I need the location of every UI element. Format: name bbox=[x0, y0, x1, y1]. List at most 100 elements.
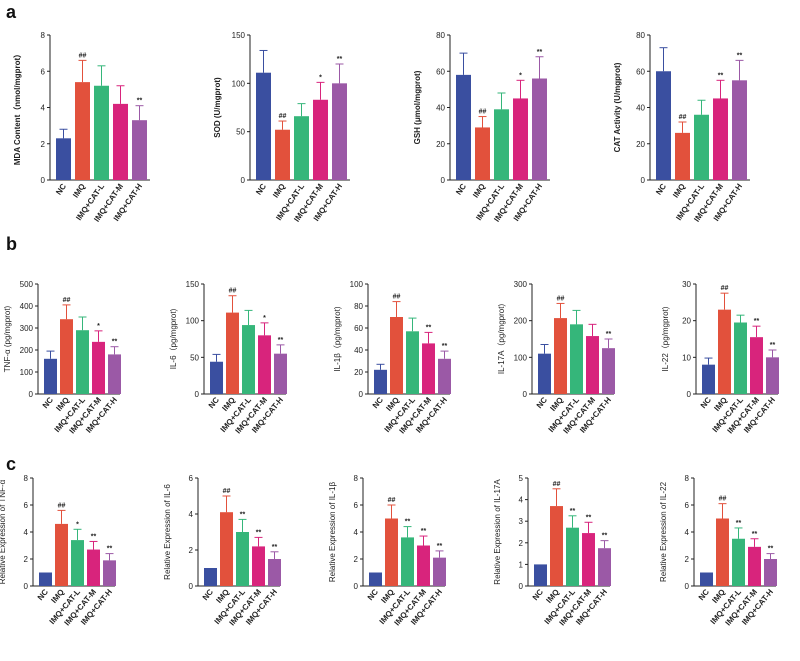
chart-8: 0102030IL-22（pg/mgprot)NC##IMQIMQ+CAT-L*… bbox=[661, 280, 779, 435]
y-axis-label: SOD (U/mgprot) bbox=[213, 77, 222, 138]
y-tick-label: 10 bbox=[682, 353, 691, 362]
category-label: IMQ bbox=[271, 182, 287, 200]
significance-label: ** bbox=[107, 546, 113, 553]
bar-IMQ bbox=[60, 319, 73, 394]
category-label: NC bbox=[371, 395, 385, 410]
bar-NC bbox=[44, 358, 57, 394]
y-tick-label: 2 bbox=[354, 555, 359, 564]
y-tick-label: 60 bbox=[636, 67, 645, 76]
bar-IMQ bbox=[550, 506, 563, 586]
significance-label: ## bbox=[553, 481, 561, 488]
significance-label: ** bbox=[718, 72, 724, 79]
bar-IMQ+CAT-L bbox=[94, 85, 109, 180]
significance-label: ## bbox=[58, 502, 66, 509]
y-axis-label: IL-6（pg/mgprot) bbox=[169, 308, 178, 369]
y-tick-label: 40 bbox=[636, 104, 645, 113]
y-tick-label: 80 bbox=[354, 302, 363, 311]
significance-label: ## bbox=[393, 294, 401, 301]
bar-IMQ+CAT-L bbox=[236, 532, 249, 586]
y-tick-label: 0 bbox=[519, 582, 524, 591]
significance-label: ## bbox=[719, 496, 727, 503]
y-tick-label: 3 bbox=[519, 517, 524, 526]
category-label: NC bbox=[201, 587, 215, 602]
y-tick-label: 4 bbox=[519, 496, 524, 505]
y-tick-label: 2 bbox=[189, 546, 194, 555]
bar-IMQ+CAT-M bbox=[748, 546, 761, 586]
y-tick-label: 2 bbox=[519, 539, 524, 548]
bar-IMQ+CAT-H bbox=[732, 80, 747, 180]
bar-IMQ bbox=[385, 518, 398, 586]
bar-IMQ+CAT-H bbox=[598, 548, 611, 586]
category-label: NC bbox=[41, 395, 55, 410]
y-tick-label: 0 bbox=[24, 582, 29, 591]
significance-label: ** bbox=[137, 98, 143, 105]
bar-IMQ+CAT-M bbox=[582, 533, 595, 586]
significance-label: ## bbox=[279, 113, 287, 120]
significance-label: ## bbox=[721, 285, 729, 292]
y-tick-label: 0 bbox=[523, 390, 528, 399]
y-tick-label: 0 bbox=[359, 390, 364, 399]
bar-IMQ bbox=[675, 132, 690, 180]
category-label: NC bbox=[697, 587, 711, 602]
category-label: NC bbox=[366, 587, 380, 602]
significance-label: * bbox=[519, 72, 522, 79]
y-axis-label: CAT Activity (U/mgprot) bbox=[613, 62, 622, 152]
y-tick-label: 2 bbox=[685, 555, 690, 564]
y-tick-label: 50 bbox=[236, 128, 245, 137]
y-tick-label: 5 bbox=[519, 474, 524, 483]
bar-IMQ+CAT-L bbox=[570, 324, 583, 394]
category-label: IMQ bbox=[671, 182, 687, 200]
bar-NC bbox=[56, 138, 71, 180]
bar-NC bbox=[374, 369, 387, 394]
y-tick-label: 60 bbox=[354, 324, 363, 333]
y-axis-label: IL-1β（pg/mgprot) bbox=[333, 306, 342, 371]
panel-label-c: c bbox=[6, 454, 16, 474]
significance-label: ## bbox=[63, 297, 71, 304]
significance-label: ** bbox=[737, 52, 743, 59]
significance-label: ** bbox=[278, 337, 284, 344]
significance-label: ** bbox=[112, 339, 118, 346]
bar-IMQ bbox=[475, 127, 490, 180]
y-tick-label: 0 bbox=[29, 390, 34, 399]
significance-label: ## bbox=[679, 114, 687, 121]
bar-IMQ bbox=[718, 309, 731, 394]
category-label: IMQ bbox=[471, 182, 487, 200]
y-axis-label: Relative Expression of IL-17A bbox=[493, 479, 502, 585]
y-axis-label: Relative Expression of TNF-α bbox=[0, 479, 7, 584]
bar-NC bbox=[538, 353, 551, 394]
bar-IMQ+CAT-H bbox=[103, 560, 116, 586]
y-tick-label: 40 bbox=[354, 346, 363, 355]
y-tick-label: 0 bbox=[354, 582, 359, 591]
y-axis-label: IL-22（pg/mgprot) bbox=[661, 306, 670, 371]
bar-IMQ+CAT-L bbox=[76, 330, 89, 394]
y-tick-label: 80 bbox=[636, 31, 645, 40]
y-axis-label: Relative Expression of IL-1β bbox=[328, 482, 337, 583]
y-tick-label: 8 bbox=[354, 474, 359, 483]
y-tick-label: 0 bbox=[641, 176, 646, 185]
y-tick-label: 4 bbox=[189, 510, 194, 519]
y-tick-label: 0 bbox=[241, 176, 246, 185]
significance-label: ## bbox=[223, 488, 231, 495]
bar-IMQ+CAT-L bbox=[734, 322, 747, 394]
bar-NC bbox=[369, 572, 382, 586]
y-tick-label: 200 bbox=[20, 346, 34, 355]
bar-NC bbox=[702, 364, 715, 394]
y-tick-label: 50 bbox=[190, 353, 199, 362]
bar-IMQ+CAT-M bbox=[750, 337, 763, 394]
y-axis-label: GSH (μmol/mgprot) bbox=[413, 70, 422, 144]
bar-IMQ+CAT-H bbox=[602, 348, 615, 394]
y-tick-label: 8 bbox=[24, 474, 29, 483]
y-tick-label: 6 bbox=[24, 501, 29, 510]
panel-label-b: b bbox=[6, 234, 17, 254]
category-label: NC bbox=[699, 395, 713, 410]
bar-NC bbox=[210, 361, 223, 394]
y-tick-label: 6 bbox=[685, 501, 690, 510]
panel-label-a: a bbox=[6, 2, 17, 22]
